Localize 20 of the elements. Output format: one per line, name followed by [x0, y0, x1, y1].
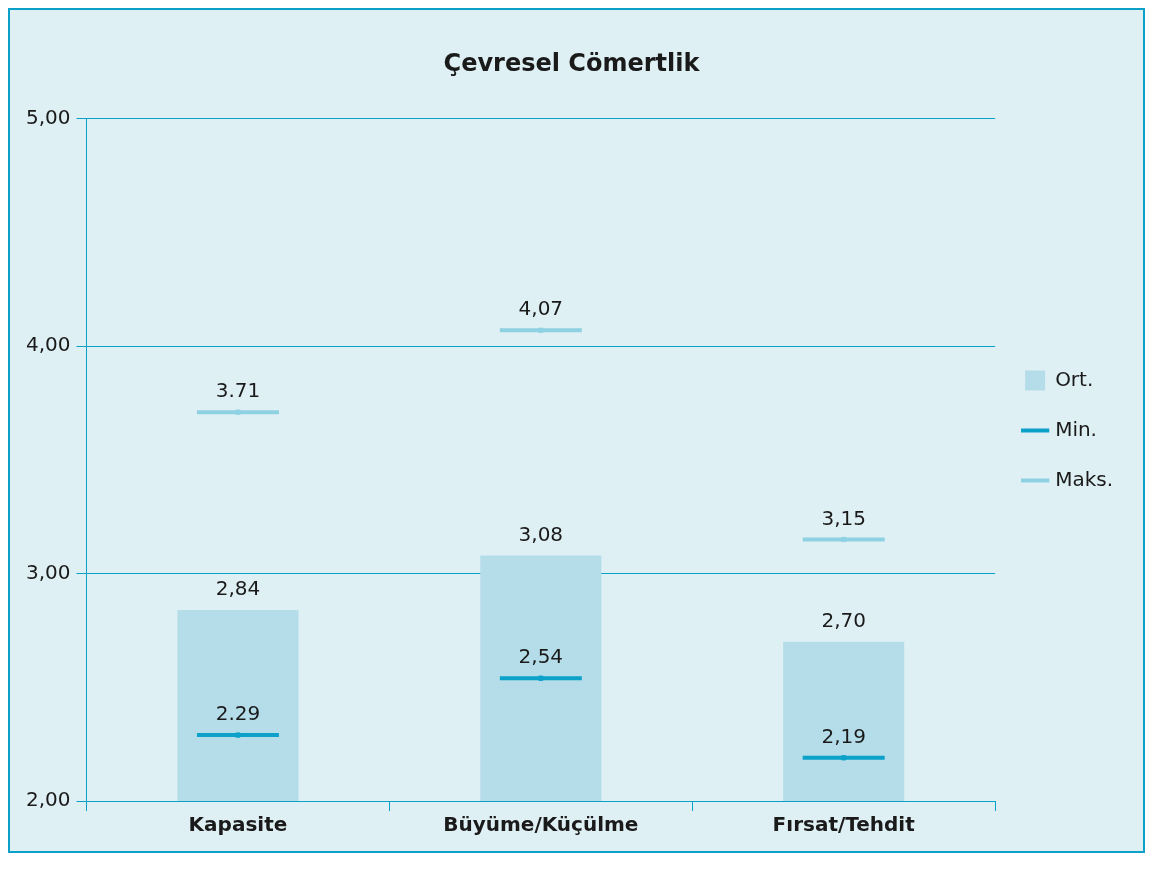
chart-title: Çevresel Cömertlik: [443, 48, 701, 77]
data-label: 2,70: [821, 608, 866, 633]
legend-label: Maks.: [1055, 466, 1113, 491]
legend-label: Ort.: [1055, 366, 1094, 391]
data-label: 2,19: [821, 724, 866, 748]
data-label: 4,07: [518, 296, 564, 321]
data-label: 3,08: [518, 521, 564, 546]
legend-label: Min.: [1055, 416, 1097, 441]
data-label: 3,15: [821, 505, 866, 530]
y-tick-label: 5,00: [26, 105, 71, 129]
data-label: 2,54: [518, 644, 564, 669]
data-label: 2,84: [215, 576, 261, 601]
data-label: 3.71: [215, 378, 261, 403]
x-tick-label: Kapasite: [188, 812, 288, 837]
y-tick-label: 2,00: [26, 787, 71, 812]
x-tick-label: Fırsat/Tehdit: [772, 812, 916, 837]
y-tick-label: 3,00: [26, 559, 71, 584]
x-tick-label: Büyüme/Küçülme: [443, 812, 639, 837]
data-label: 2.29: [215, 701, 261, 726]
y-tick-label: 4,00: [26, 332, 71, 357]
